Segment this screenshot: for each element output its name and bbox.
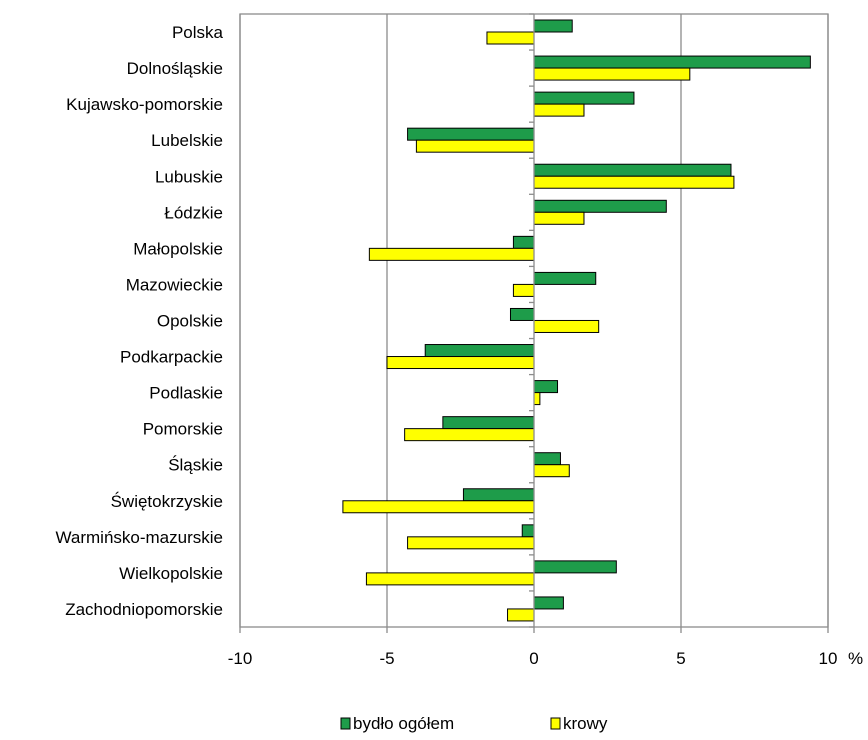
- legend: bydło ogółem krowy: [340, 714, 608, 733]
- bar-bydlo-7: [533, 271, 597, 285]
- x-tick-label: 0: [529, 649, 538, 668]
- category-label: Pomorskie: [143, 420, 223, 439]
- category-label: Lubelskie: [151, 131, 223, 150]
- bars: [342, 19, 811, 622]
- bar-bydlo-3: [407, 127, 535, 141]
- bar-krowy-9: [386, 356, 535, 370]
- bar-bydlo-13: [462, 488, 535, 502]
- bar-bydlo-6: [512, 235, 535, 249]
- x-tick-label: -5: [379, 649, 394, 668]
- bar-krowy-13: [342, 500, 535, 514]
- bar-bydlo-2: [533, 91, 635, 105]
- bar-bydlo-9: [424, 344, 535, 358]
- bar-krowy-7: [512, 283, 535, 297]
- category-label: Zachodniopomorskie: [65, 600, 223, 619]
- legend-swatch-bydlo: [340, 717, 351, 730]
- bar-bydlo-16: [533, 596, 564, 610]
- bar-krowy-4: [533, 175, 735, 189]
- x-unit-label: %: [848, 649, 863, 668]
- bar-bydlo-8: [509, 307, 535, 321]
- bar-bydlo-5: [533, 199, 667, 213]
- bar-krowy-2: [533, 103, 585, 117]
- axes: [239, 13, 829, 633]
- bar-krowy-11: [404, 428, 535, 442]
- bar-krowy-15: [365, 572, 535, 586]
- x-tick-labels: -10 -5 0 5 10%: [228, 649, 863, 668]
- bar-bydlo-14: [521, 524, 535, 538]
- bar-bydlo-1: [533, 55, 811, 69]
- bar-bydlo-15: [533, 560, 617, 574]
- bar-bydlo-4: [533, 163, 732, 177]
- bar-bydlo-0: [533, 19, 573, 33]
- category-labels: Polska Dolnośląskie Kujawsko-pomorskie Lube…: [55, 23, 223, 619]
- category-label: Wielkopolskie: [119, 564, 223, 583]
- bar-krowy-3: [415, 139, 535, 153]
- bar-krowy-1: [533, 67, 691, 81]
- bar-bydlo-10: [533, 380, 559, 394]
- bar-bydlo-11: [442, 416, 535, 430]
- category-label: Polska: [172, 23, 224, 42]
- category-label: Mazowieckie: [126, 275, 223, 294]
- legend-label-bydlo: bydło ogółem: [353, 714, 454, 733]
- bar-krowy-12: [533, 464, 570, 478]
- legend-swatch-krowy: [550, 717, 561, 730]
- bar-krowy-16: [507, 608, 535, 622]
- x-tick-label: 10: [819, 649, 838, 668]
- x-tick-label: 5: [676, 649, 685, 668]
- bar-krowy-5: [533, 211, 585, 225]
- legend-label-krowy: krowy: [563, 714, 608, 733]
- category-label: Warmińsko-mazurskie: [55, 528, 223, 547]
- bar-bydlo-12: [533, 452, 561, 466]
- bar-krowy-8: [533, 319, 600, 333]
- category-label: Dolnośląskie: [127, 59, 223, 78]
- category-label: Opolskie: [157, 312, 223, 331]
- bar-krowy-0: [486, 31, 535, 45]
- x-tick-label: -10: [228, 649, 253, 668]
- category-label: Podkarpackie: [120, 348, 223, 367]
- category-label: Lubuskie: [155, 167, 223, 186]
- category-label: Podlaskie: [149, 384, 223, 403]
- bar-krowy-10: [533, 392, 541, 406]
- bar-krowy-14: [407, 536, 535, 550]
- category-label: Łódzkie: [164, 203, 223, 222]
- category-label: Kujawsko-pomorskie: [66, 95, 223, 114]
- category-label: Śląskie: [168, 456, 223, 475]
- bar-krowy-6: [368, 247, 535, 261]
- category-label: Małopolskie: [133, 239, 223, 258]
- category-label: Świętokrzyskie: [111, 492, 223, 511]
